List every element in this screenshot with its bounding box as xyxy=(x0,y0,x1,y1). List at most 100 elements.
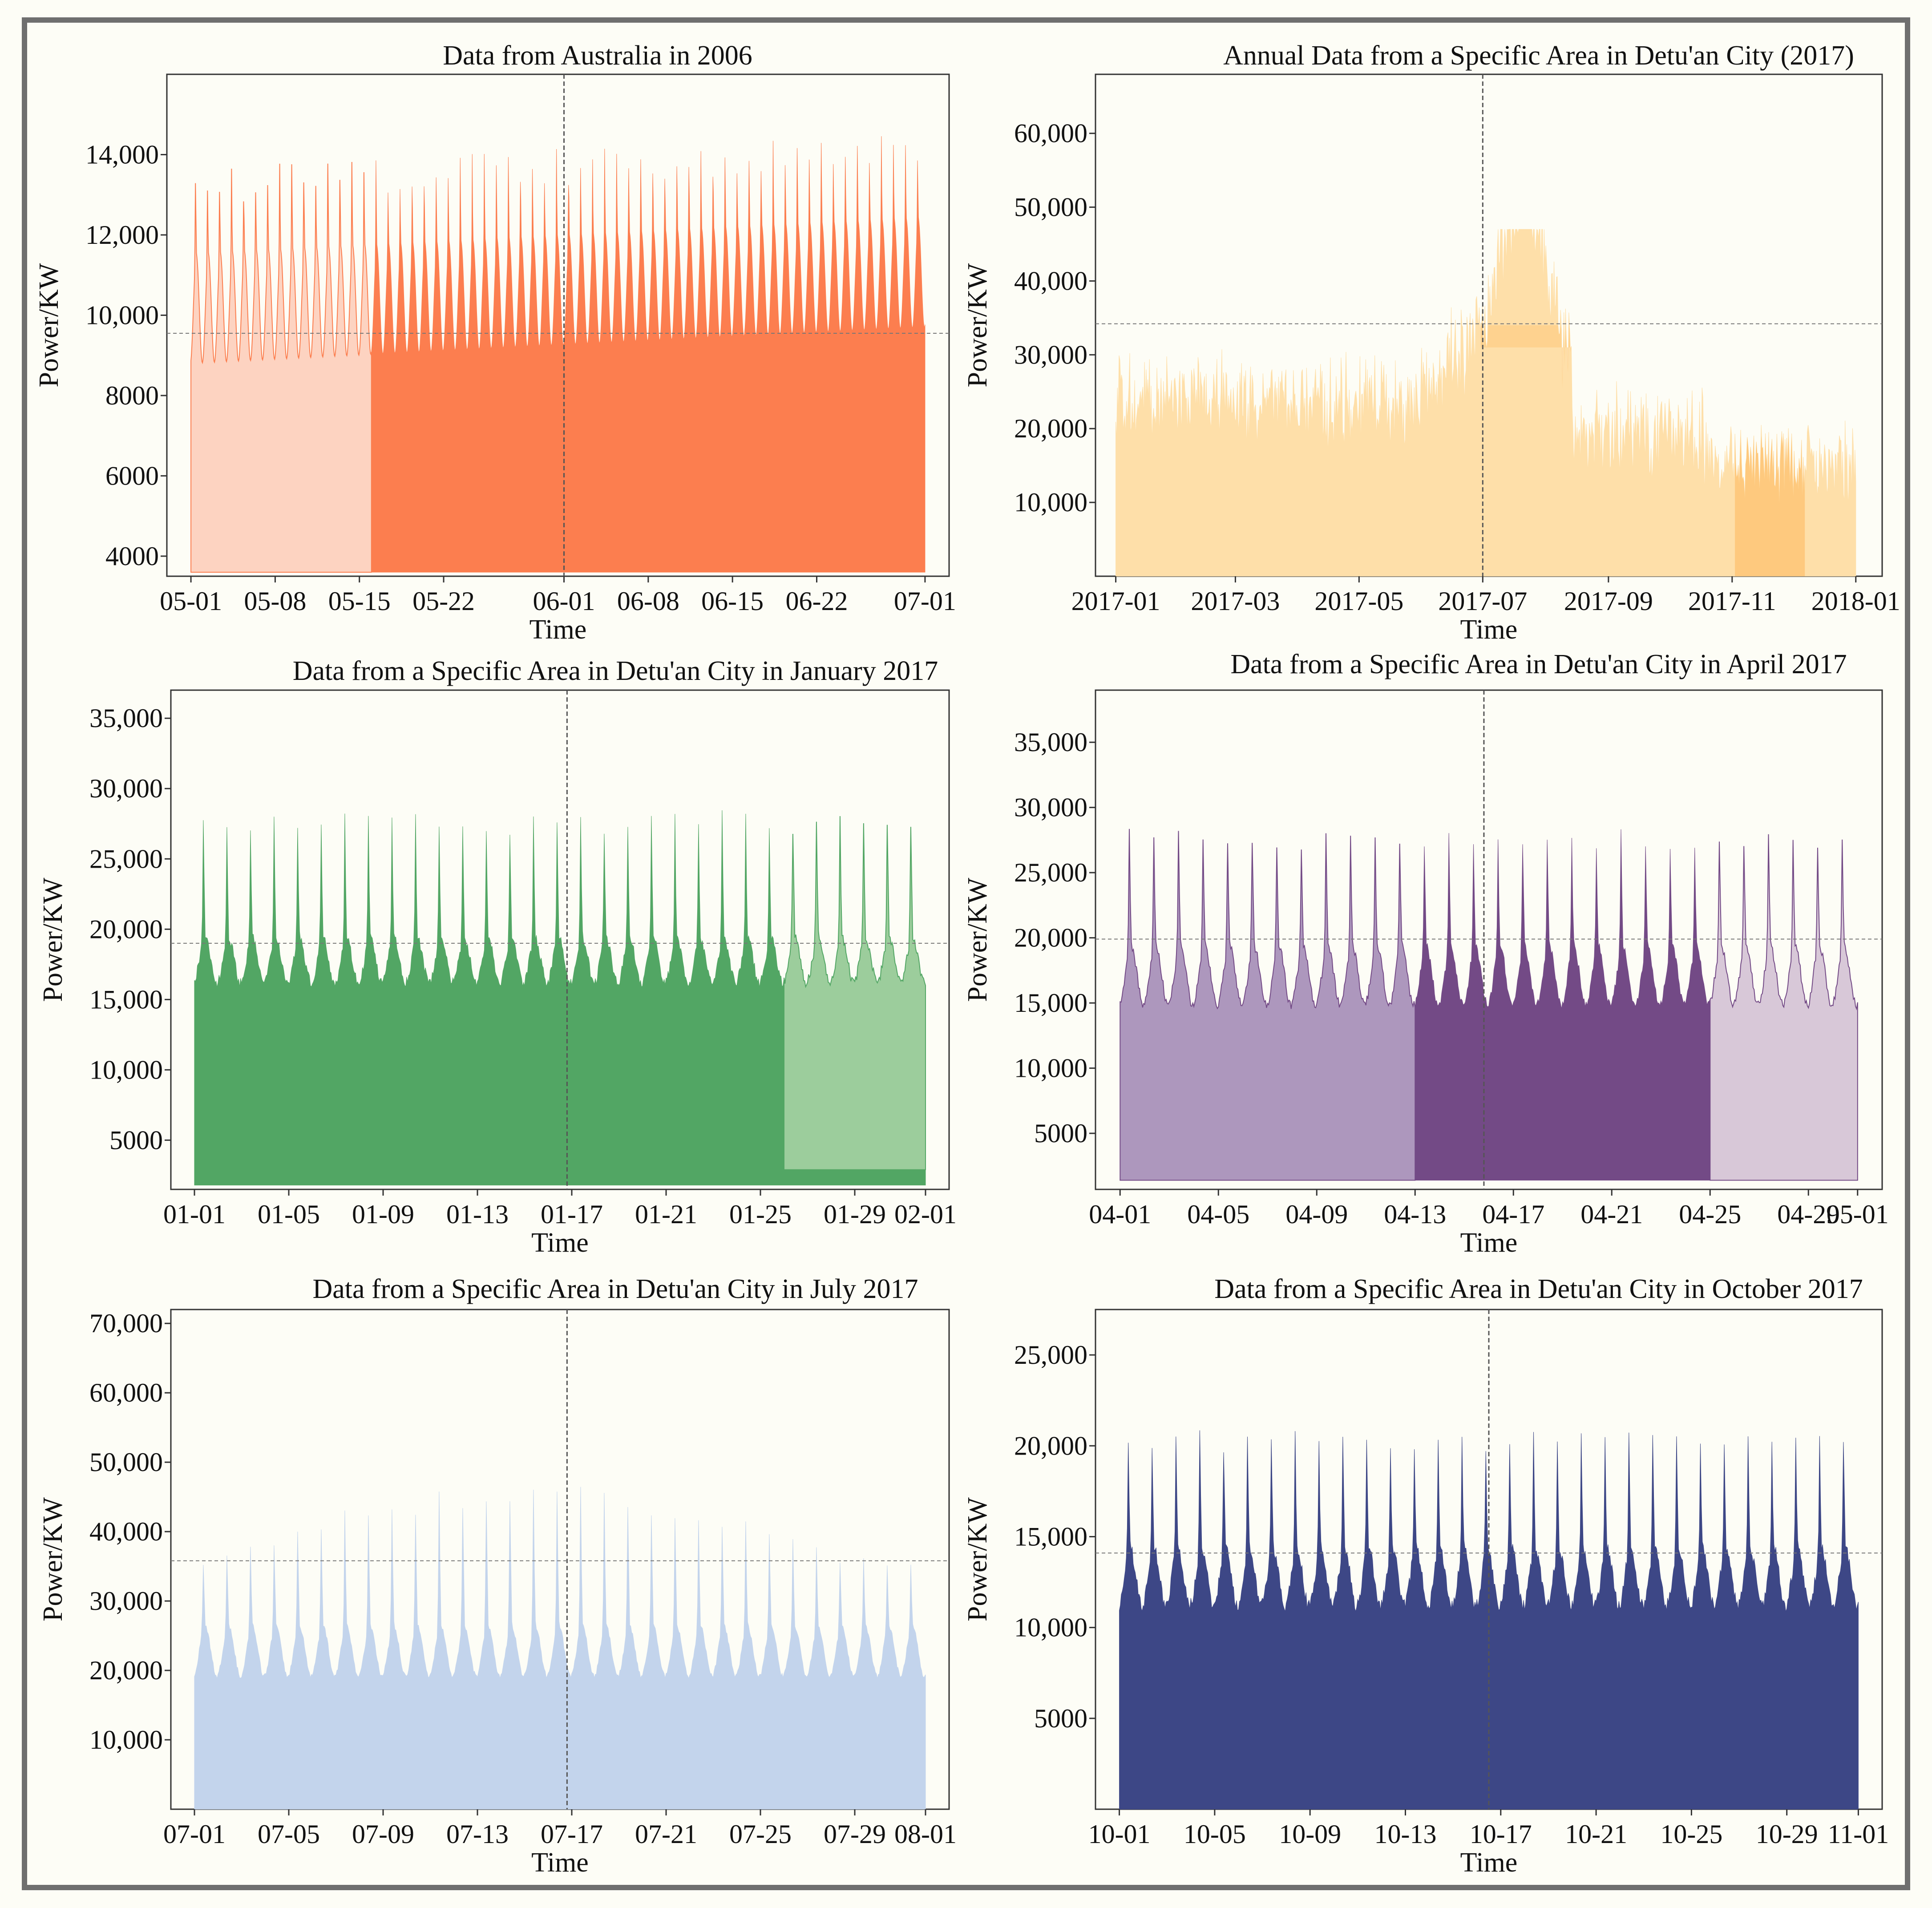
reference-lines xyxy=(171,690,949,1189)
y-tick-label: 10,000 xyxy=(89,1725,163,1754)
x-tick-label: 06-08 xyxy=(617,586,679,616)
x-tick-label: 05-01 xyxy=(1827,1200,1889,1229)
x-tick-label: 07-05 xyxy=(258,1819,320,1849)
x-tick-label: 07-09 xyxy=(352,1819,414,1849)
x-tick-label: 06-15 xyxy=(701,586,764,616)
x-tick-label: 04-09 xyxy=(1285,1200,1348,1229)
y-tick-label: 4000 xyxy=(105,542,159,571)
y-tick-label: 30,000 xyxy=(1014,340,1087,369)
x-tick-label: 07-17 xyxy=(541,1819,603,1849)
x-axis-ticks: 05-01 05-08 05-15 05-22 06-01 06-08 06-15 06-22… xyxy=(160,576,956,616)
x-tick-label: 07-25 xyxy=(729,1819,792,1849)
y-tick-label: 8000 xyxy=(105,381,159,410)
x-tick-label: 10-21 xyxy=(1565,1819,1627,1849)
x-tick-label: 01-05 xyxy=(258,1200,320,1229)
x-tick-label: 10-17 xyxy=(1470,1819,1532,1849)
x-tick-label: 04-13 xyxy=(1384,1200,1446,1229)
y-tick-label: 5000 xyxy=(1034,1119,1087,1148)
panel-july-2017: Data from a Specific Area in Detu'an Cit… xyxy=(38,1274,957,1878)
x-axis-label: Time xyxy=(531,1847,589,1878)
series-area-highlight xyxy=(784,816,926,1170)
x-tick-label: 07-29 xyxy=(824,1819,886,1849)
y-tick-label: 60,000 xyxy=(89,1378,163,1407)
reference-lines xyxy=(1095,690,1882,1189)
x-tick-label: 02-01 xyxy=(894,1200,957,1229)
x-tick-label: 10-29 xyxy=(1756,1819,1818,1849)
x-tick-label: 01-21 xyxy=(635,1200,697,1229)
area-marks xyxy=(1116,229,1856,577)
y-axis-ticks: 5000 10,000 15,000 20,000 25,000 30,000 35,000 xyxy=(1014,728,1095,1148)
x-tick-label: 10-05 xyxy=(1184,1819,1246,1849)
chart-title: Data from a Specific Area in Detu'an Cit… xyxy=(293,656,938,686)
x-tick-label: 11-01 xyxy=(1828,1819,1889,1849)
x-tick-label: 05-01 xyxy=(160,586,222,616)
x-axis-label: Time xyxy=(1460,614,1518,645)
x-axis-label: Time xyxy=(1460,1228,1518,1258)
x-tick-label: 01-09 xyxy=(352,1200,414,1229)
y-tick-label: 30,000 xyxy=(89,1586,163,1616)
y-tick-label: 20,000 xyxy=(1014,414,1087,443)
y-axis-ticks: 4000 6000 8000 10,000 12,000 14,000 xyxy=(85,140,167,571)
reference-lines xyxy=(1095,1310,1882,1809)
y-tick-label: 20,000 xyxy=(1014,1431,1087,1460)
y-axis-ticks: 10,000 20,000 30,000 40,000 50,000 60,000 70,0… xyxy=(89,1309,171,1754)
panel-april-2017: Data from a Specific Area in Detu'an Cit… xyxy=(962,649,1889,1258)
panel-october-2017: Data from a Specific Area in Detu'an Cit… xyxy=(962,1274,1889,1878)
panel-annual-2017: Annual Data from a Specific Area in Detu… xyxy=(962,40,1900,645)
x-tick-label: 10-25 xyxy=(1660,1819,1722,1849)
x-tick-label: 04-17 xyxy=(1482,1200,1544,1229)
y-tick-label: 70,000 xyxy=(89,1309,163,1338)
x-tick-label: 01-13 xyxy=(446,1200,509,1229)
series-area-highlight xyxy=(1481,325,1572,388)
y-axis-ticks: 10,000 20,000 30,000 40,000 50,000 60,000 xyxy=(1014,119,1095,517)
x-tick-label: 04-21 xyxy=(1580,1200,1643,1229)
series-area-highlight xyxy=(1710,834,1858,1181)
y-tick-label: 12,000 xyxy=(85,220,159,250)
x-tick-label: 2017-01 xyxy=(1071,586,1160,616)
x-tick-label: 2017-05 xyxy=(1314,586,1403,616)
x-axis-ticks: 2017-01 2017-03 2017-05 2017-07 2017-09 2017-… xyxy=(1071,576,1900,616)
area-marks xyxy=(1120,829,1858,1181)
reference-lines xyxy=(1095,74,1882,576)
y-axis-label: Power/KW xyxy=(962,877,993,1002)
y-tick-label: 10,000 xyxy=(89,1055,163,1084)
x-tick-label: 10-01 xyxy=(1088,1819,1151,1849)
y-tick-label: 50,000 xyxy=(1014,193,1087,222)
y-tick-label: 15,000 xyxy=(1014,988,1087,1018)
y-tick-label: 40,000 xyxy=(1014,266,1087,295)
x-tick-label: 2017-11 xyxy=(1688,586,1776,616)
x-tick-label: 07-13 xyxy=(446,1819,509,1849)
x-axis-ticks: 07-01 07-05 07-09 07-13 07-17 07-21 07-25 07-29… xyxy=(163,1809,957,1849)
x-axis-ticks: 10-01 10-05 10-09 10-13 10-17 10-21 10-25 10-29… xyxy=(1088,1809,1889,1849)
x-tick-label: 07-01 xyxy=(894,586,956,616)
y-tick-label: 60,000 xyxy=(1014,119,1087,148)
x-axis-label: Time xyxy=(529,614,587,645)
series-area xyxy=(1116,229,1856,577)
y-tick-label: 20,000 xyxy=(1014,923,1087,953)
x-tick-label: 01-29 xyxy=(824,1200,886,1229)
y-tick-label: 25,000 xyxy=(1014,1340,1087,1370)
y-tick-label: 10,000 xyxy=(85,300,159,330)
x-tick-label: 04-05 xyxy=(1187,1200,1249,1229)
y-tick-label: 35,000 xyxy=(89,703,163,733)
y-tick-label: 20,000 xyxy=(89,914,163,944)
y-axis-label: Power/KW xyxy=(38,877,68,1002)
y-tick-label: 5000 xyxy=(1034,1704,1087,1733)
chart-title: Data from a Specific Area in Detu'an Cit… xyxy=(1230,649,1847,679)
y-axis-ticks: 5000 10,000 15,000 20,000 25,000 30,000 35,000 xyxy=(89,703,171,1155)
x-tick-label: 2017-03 xyxy=(1191,586,1280,616)
x-axis-label: Time xyxy=(531,1228,589,1258)
y-tick-label: 25,000 xyxy=(1014,858,1087,887)
y-axis-label: Power/KW xyxy=(34,263,64,387)
chart-title: Data from Australia in 2006 xyxy=(443,40,752,71)
series-area xyxy=(194,1487,926,1810)
y-tick-label: 40,000 xyxy=(89,1517,163,1546)
y-tick-label: 30,000 xyxy=(89,774,163,803)
y-axis-ticks: 5000 10,000 15,000 20,000 25,000 xyxy=(1014,1340,1095,1733)
x-tick-label: 01-25 xyxy=(729,1200,792,1229)
figure-border xyxy=(22,17,1910,1890)
chart-title: Data from a Specific Area in Detu'an Cit… xyxy=(1214,1274,1863,1304)
x-axis-ticks: 04-01 04-05 04-09 04-13 04-17 04-21 04-25 04-29… xyxy=(1089,1189,1889,1229)
x-tick-label: 04-01 xyxy=(1089,1200,1151,1229)
